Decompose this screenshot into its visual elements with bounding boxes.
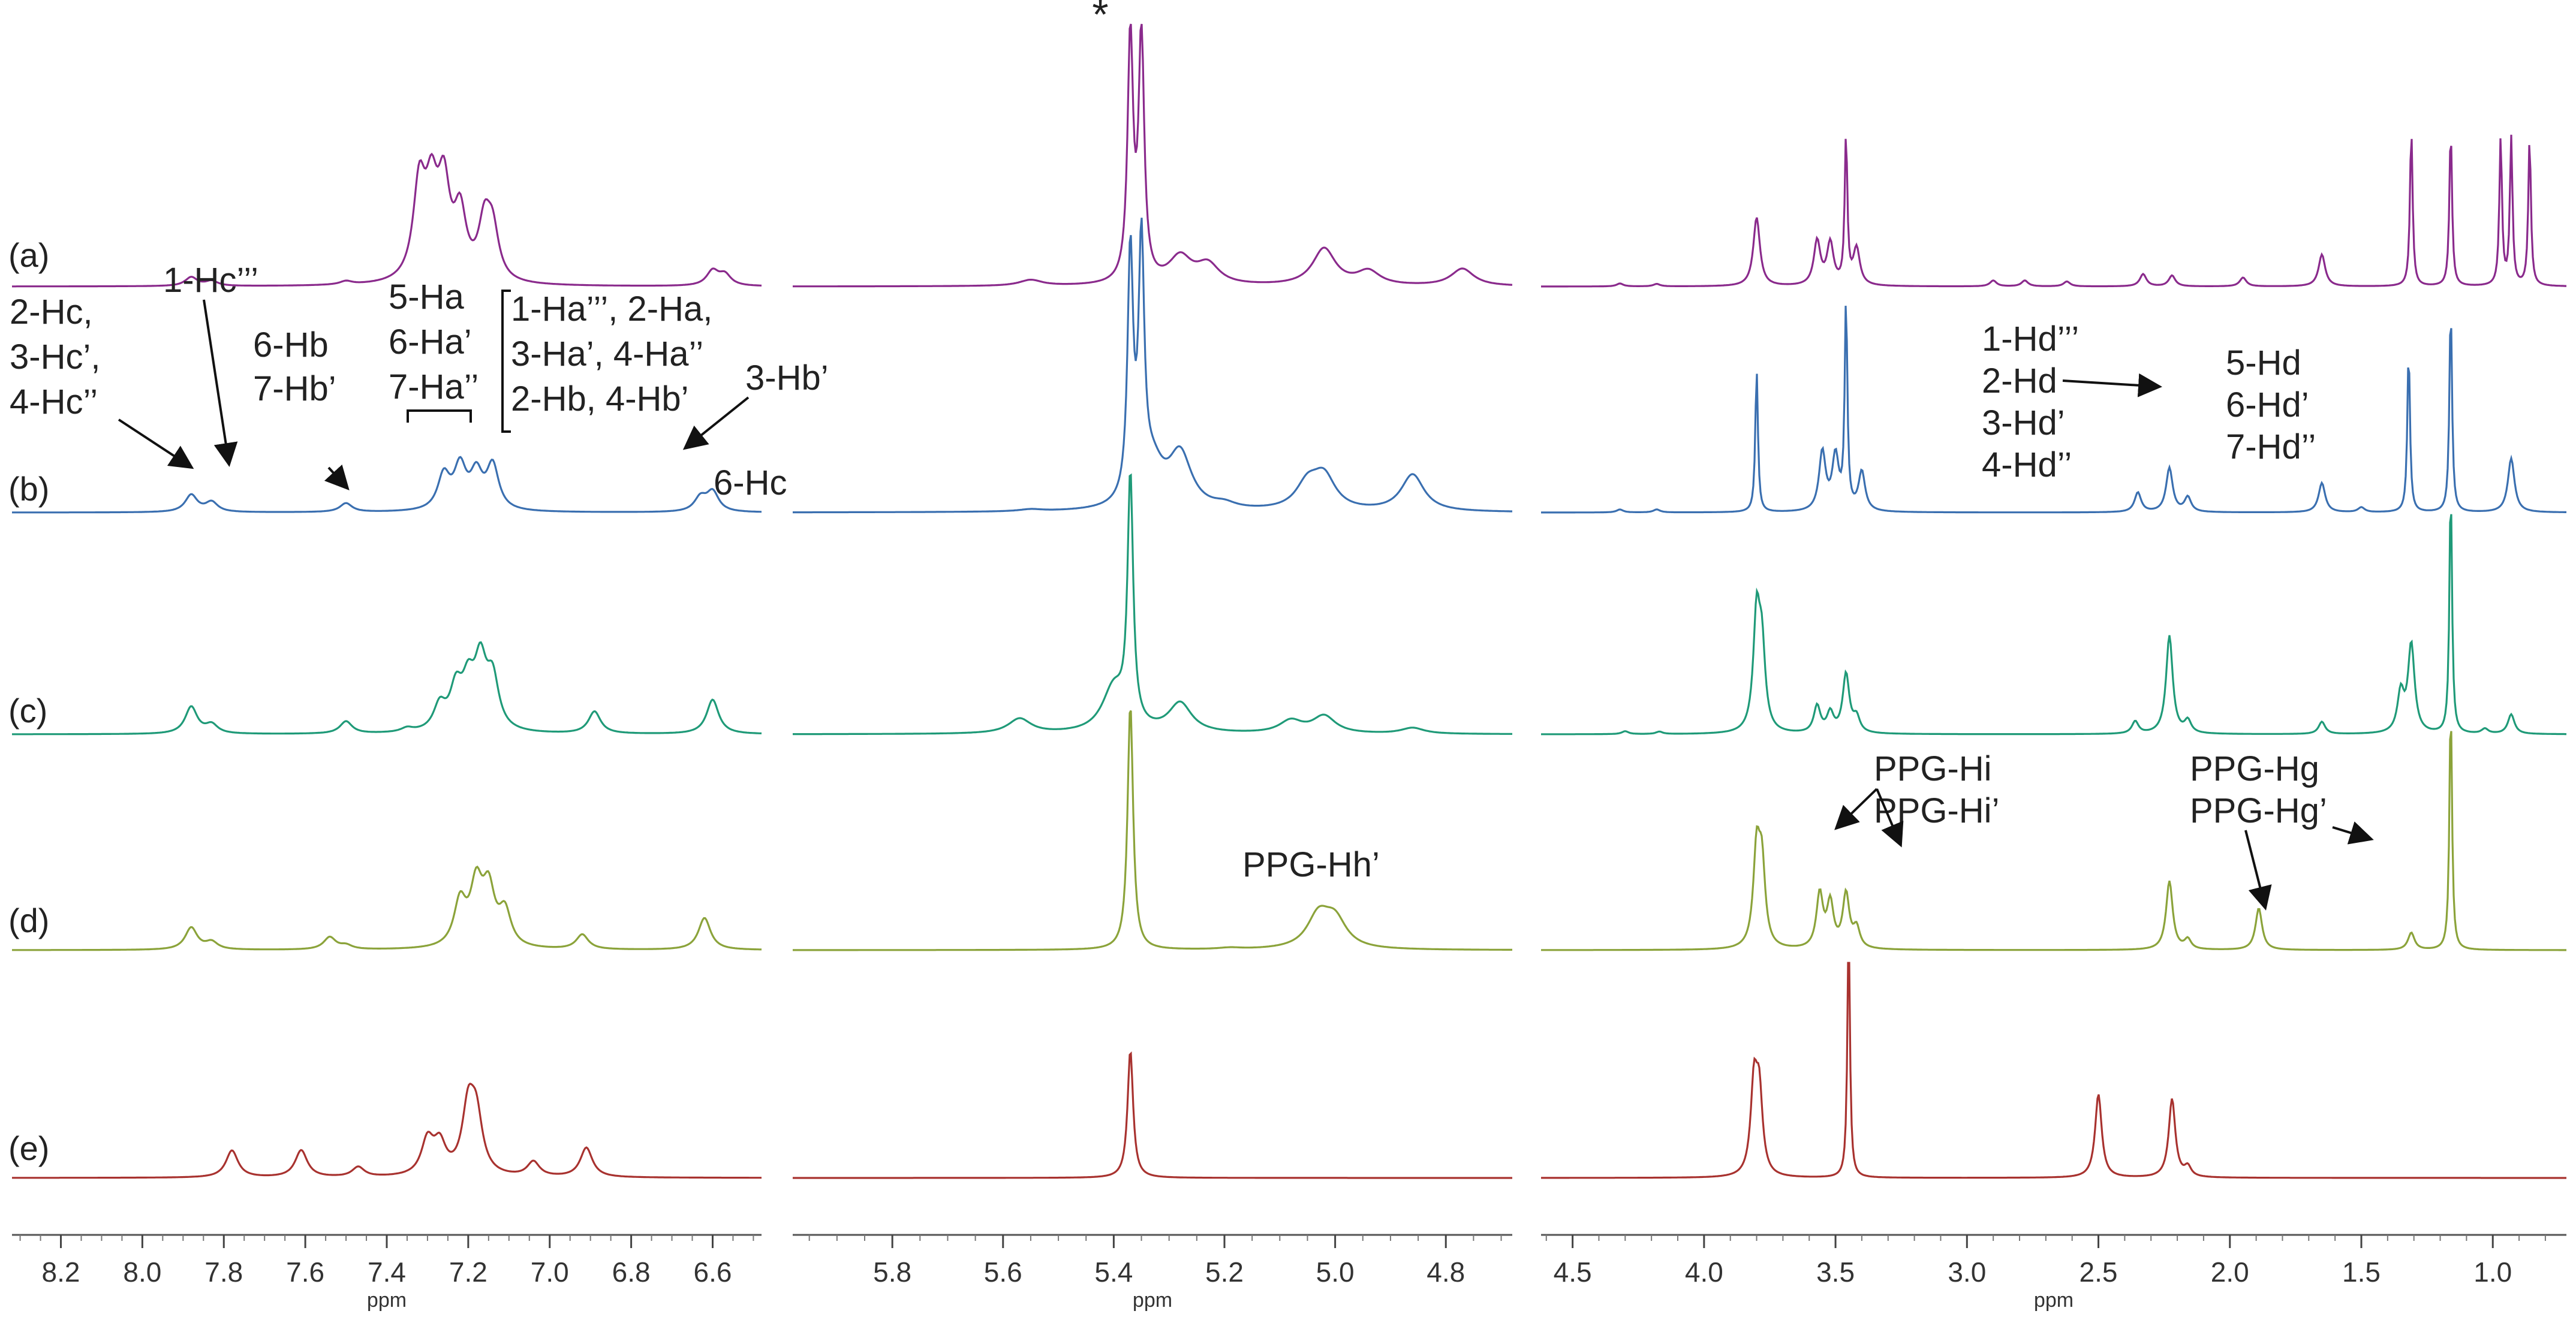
annotation-6hb: 6-Hb 7-Hb’: [253, 326, 338, 408]
annotation-ppg-hi-arrow-1: [1834, 788, 1878, 830]
spectrum-trace-a-aliphatic: [1541, 134, 2566, 288]
annotation-ppg-hg-arrow-2: [2244, 830, 2272, 911]
annotation-6hb-arrow: [324, 464, 350, 490]
tick-label: 6.8: [612, 1256, 651, 1288]
tick-label: 2.0: [2211, 1256, 2249, 1288]
annotation-3hb-arrow: [682, 396, 750, 450]
x-axis-label: ppm: [2034, 1289, 2074, 1312]
solvent-asterisk: *: [1092, 0, 1108, 38]
spectrum-e: [12, 962, 2566, 1179]
axes-layer: 8.2 8.0 7.8 7.6 7.4 7.2 7.0 6.8 6.6 ppm 5.8 5.6 5.4 5…: [12, 1234, 2566, 1312]
spectrum-trace-a-aromatic: [12, 152, 762, 288]
row-label-b: (b): [8, 470, 49, 508]
spectrum-trace-d-aromatic: [12, 865, 762, 951]
spectrum-c: [12, 473, 2566, 736]
annotation-1ha-bracket: [501, 290, 511, 433]
tick-label: 5.4: [1094, 1256, 1133, 1288]
annotation-6hc: 6-Hc: [714, 463, 787, 502]
tick-label: 5.8: [873, 1256, 911, 1288]
spectrum-trace-c-aromatic: [12, 641, 762, 736]
tick-label: 4.0: [1685, 1256, 1723, 1288]
spectrum-trace-e-aliphatic: [1541, 962, 2566, 1179]
annotation-2hc: 2-Hc, 3-Hc’, 4-Hc’’: [10, 293, 110, 421]
annotation-2hc-arrow: [118, 418, 194, 469]
spectrum-trace-d-middle: [793, 710, 1512, 951]
x-axis-label: ppm: [367, 1289, 407, 1312]
tick-label: 5.2: [1205, 1256, 1244, 1288]
tick-label: 7.0: [531, 1256, 569, 1288]
spectrum-trace-d-aliphatic: [1541, 731, 2566, 951]
row-label-e: (e): [8, 1129, 49, 1167]
labels-layer: (a) (b) (c) (d) (e) *: [8, 0, 1109, 1167]
tick-label: 3.5: [1816, 1256, 1855, 1288]
tick-label: 7.4: [368, 1256, 406, 1288]
annotation-5ha: 5-Ha 6-Ha’ 7-Ha’’: [389, 278, 480, 406]
annotation-5ha-bracket: [407, 409, 472, 423]
spectrum-d: [12, 710, 2566, 951]
annotation-1hc-arrow: [203, 299, 238, 467]
spectrum-trace-e-middle: [793, 1051, 1512, 1179]
spectra-layer: [12, 23, 2566, 1179]
annotation-1hd: 1-Hd’’’ 2-Hd 3-Hd’ 4-Hd’’: [1982, 320, 2087, 484]
annotations-layer: 2-Hc, 3-Hc’, 4-Hc’’ 1-Hc’’’ 6-Hb 7-Hb’ 5…: [10, 261, 2374, 911]
spectrum-trace-a-middle: [793, 23, 1513, 288]
spectrum-trace-b-aromatic: [12, 456, 762, 514]
spectrum-trace-e-aromatic: [12, 1082, 762, 1179]
row-label-c: (c): [8, 692, 47, 730]
tick-label: 4.5: [1554, 1256, 1592, 1288]
tick-label: 6.6: [694, 1256, 732, 1288]
annotation-ppg-hh: PPG-Hh’: [1242, 845, 1380, 884]
tick-label: 8.2: [42, 1256, 80, 1288]
tick-label: 1.0: [2473, 1256, 2512, 1288]
x-axis-label: ppm: [1133, 1289, 1172, 1312]
tick-label: 3.0: [1948, 1256, 1986, 1288]
annotation-5hd: 5-Hd 6-Hd’ 7-Hd’’: [2226, 343, 2318, 466]
tick-label: 7.2: [449, 1256, 487, 1288]
spectrum-trace-b-middle: [793, 218, 1512, 514]
annotation-ppg-hg: PPG-Hg PPG-Hg’: [2190, 749, 2329, 830]
spectrum-b: [12, 218, 2566, 514]
tick-label: 2.5: [2080, 1256, 2118, 1288]
tick-label: 4.8: [1427, 1256, 1465, 1288]
spectrum-trace-b-aliphatic: [1541, 306, 2566, 514]
row-label-a: (a): [8, 236, 49, 274]
spectrum-trace-c-aliphatic: [1541, 514, 2566, 736]
tick-label: 7.8: [204, 1256, 243, 1288]
spectrum-a: [12, 23, 2566, 288]
tick-label: 7.6: [286, 1256, 324, 1288]
tick-label: 8.0: [123, 1256, 161, 1288]
annotation-ppg-hg-arrow-1: [2332, 821, 2374, 845]
tick-label: 1.5: [2342, 1256, 2381, 1288]
annotation-3hb: 3-Hb’: [745, 358, 829, 397]
annotation-ppg-hi-arrow-2: [1876, 788, 1904, 848]
tick-label: 5.0: [1316, 1256, 1355, 1288]
tick-label: 5.6: [984, 1256, 1022, 1288]
annotation-1hc: 1-Hc’’’: [163, 261, 258, 300]
spectrum-trace-c-middle: [793, 473, 1513, 736]
annotation-1hd-arrow: [2062, 373, 2162, 397]
annotation-1ha: 1-Ha’’’, 2-Ha, 3-Ha’, 4-Ha’’ 2-Hb, 4-Hb’: [511, 290, 722, 418]
row-label-d: (d): [8, 902, 49, 939]
